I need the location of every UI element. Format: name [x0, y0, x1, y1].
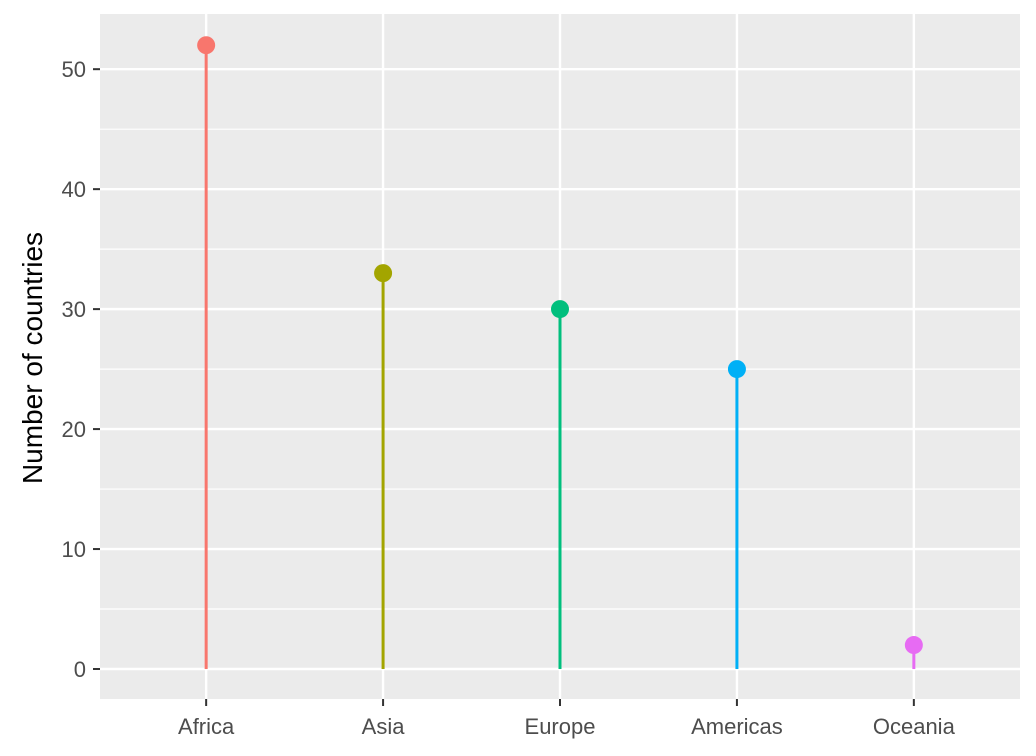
x-tick-label-asia: Asia: [362, 714, 406, 739]
x-tick-label-africa: Africa: [178, 714, 235, 739]
y-tick-label: 10: [62, 537, 86, 562]
lollipop-point-oceania: [904, 636, 923, 655]
lollipop-point-europe: [551, 300, 569, 319]
lollipop-point-asia: [374, 264, 393, 283]
y-tick-label: 50: [62, 57, 86, 82]
x-tick-label-americas: Americas: [691, 714, 783, 739]
x-axis: Africa Asia Europe Americas Oceania: [178, 699, 956, 739]
y-tick-label: 30: [62, 297, 86, 322]
y-tick-label: 20: [62, 417, 86, 442]
y-tick-label: 0: [74, 657, 86, 682]
x-tick-label-oceania: Oceania: [873, 714, 956, 739]
y-axis: 0 10 20 30 40 50: [62, 57, 100, 682]
y-axis-title: Number of countries: [17, 232, 48, 484]
lollipop-point-africa: [197, 36, 216, 55]
data-marks: [197, 36, 923, 670]
lollipop-point-americas: [727, 360, 746, 379]
y-tick-label: 40: [62, 177, 86, 202]
x-tick-label-europe: Europe: [525, 714, 596, 739]
